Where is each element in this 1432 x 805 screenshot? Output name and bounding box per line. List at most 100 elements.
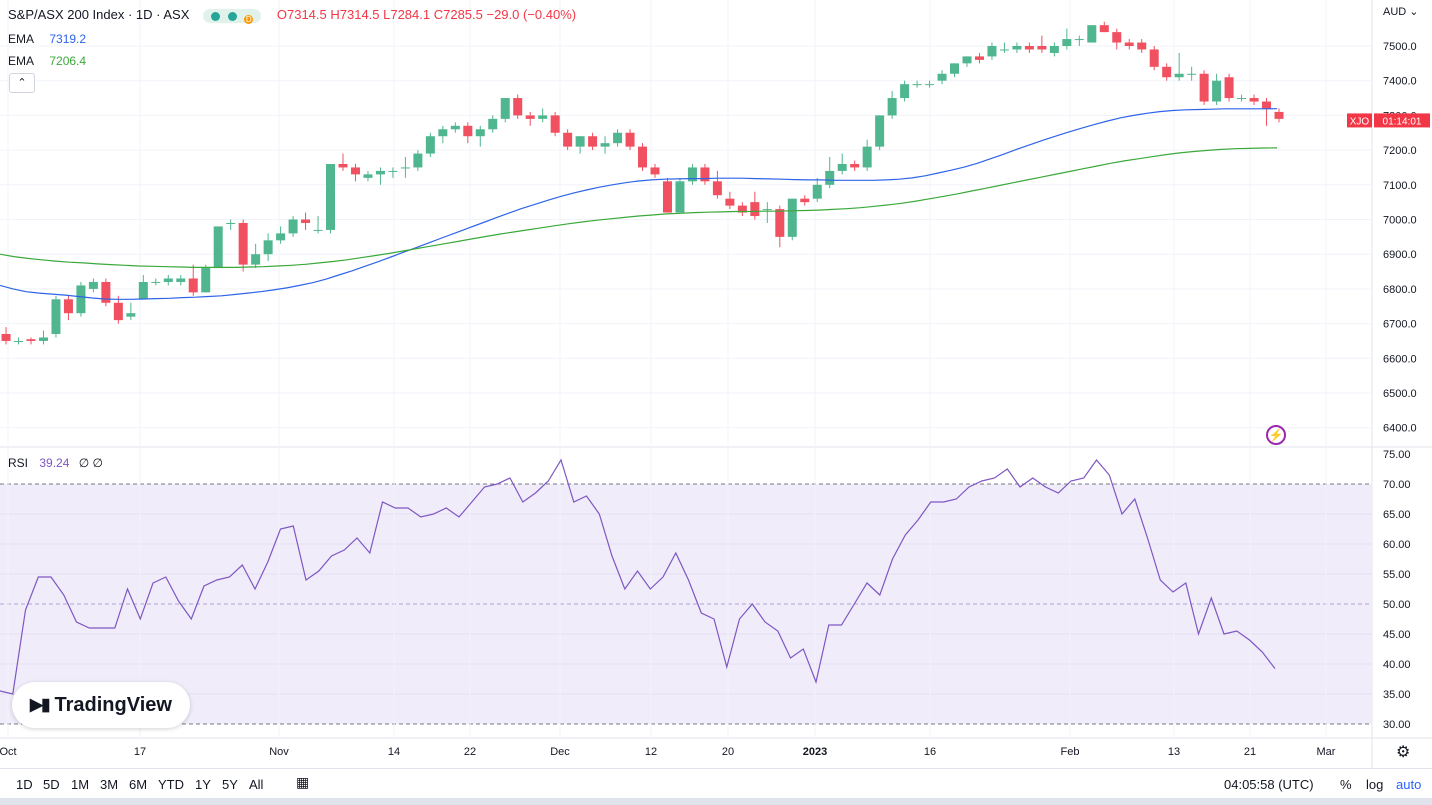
candle-body	[875, 115, 885, 147]
timeframe-all[interactable]: All	[249, 777, 264, 792]
candle-body	[113, 302, 123, 321]
collapse-legend-button[interactable]: ⌃	[9, 73, 35, 93]
timeframe-1m[interactable]: 1M	[71, 777, 90, 792]
candle-body	[613, 132, 623, 144]
tradingview-logo[interactable]: ▶▮ TradingView	[12, 682, 190, 728]
rsi-line	[0, 458, 1276, 695]
candle-body	[363, 174, 373, 178]
rsi-legend[interactable]: RSI 39.24 ∅ ∅	[8, 455, 103, 471]
candle-body	[737, 205, 747, 213]
candle-body	[14, 340, 24, 342]
price-tick-label: 6700.0	[1383, 319, 1417, 331]
bottom-toolbar: 1D 5D 1M 3M 6M YTD 1Y 5Y All ▦ 04:05:58 …	[0, 768, 1432, 799]
price-tick-label: 7100.0	[1383, 180, 1417, 192]
chart-canvas[interactable]: 6400.0 6500.0 6600.0 6700.0 6800.0 6900.0 7000…	[0, 0, 1432, 768]
time-tick-label: Oct	[0, 746, 17, 758]
rsi-tick-label: 45.00	[1383, 629, 1411, 641]
price-tick-label: 6900.0	[1383, 249, 1417, 261]
candle-body	[138, 281, 148, 300]
candle-body	[1037, 46, 1047, 50]
ema2-value: 7206.4	[49, 54, 87, 68]
candle-body	[450, 125, 460, 130]
candle-body	[638, 146, 648, 168]
candle-body	[687, 167, 697, 182]
timeframe-6m[interactable]: 6M	[129, 777, 148, 792]
timeframe-5y[interactable]: 5Y	[222, 777, 238, 792]
timeframe-1d[interactable]: 1D	[16, 777, 33, 792]
time-tick-label: 16	[924, 746, 936, 758]
candle-body	[263, 240, 273, 255]
rsi-tick-label: 60.00	[1383, 539, 1411, 551]
symbol-legend: S&P/ASX 200 Index · 1D · ASX D O7314.5 H…	[8, 7, 576, 24]
rsi-tick-label: 55.00	[1383, 569, 1411, 581]
time-tick-label: Dec	[550, 746, 570, 758]
candle-body	[650, 167, 660, 175]
candle-body	[1112, 32, 1122, 43]
ema1-legend[interactable]: EMA 7319.2	[8, 31, 86, 47]
candle-body	[800, 198, 810, 203]
price-tag-symbol: XJO	[1350, 116, 1370, 127]
candle-body	[987, 46, 997, 57]
candle-body	[750, 202, 760, 217]
timeframe-1y[interactable]: 1Y	[195, 777, 211, 792]
logo-text: TradingView	[54, 693, 172, 716]
candle-body	[575, 136, 585, 147]
time-tick-label: Nov	[269, 746, 289, 758]
date-range-icon[interactable]: ▦	[296, 774, 310, 790]
candle-body	[837, 163, 847, 171]
candle-body	[513, 98, 523, 116]
candle-body	[525, 115, 535, 119]
candle-body	[974, 56, 984, 60]
candle-body	[1024, 46, 1034, 50]
candle-body	[1149, 49, 1159, 67]
time-tick-label: 17	[134, 746, 146, 758]
candle-body	[762, 209, 772, 211]
candle-body	[925, 84, 935, 86]
candle-body	[862, 146, 872, 168]
timeframe-3m[interactable]: 3M	[100, 777, 119, 792]
symbol-title[interactable]: S&P/ASX 200 Index · 1D · ASX	[8, 7, 190, 22]
candle-body	[662, 181, 672, 213]
candle-body	[1049, 46, 1059, 53]
ema1-value: 7319.2	[49, 32, 87, 46]
candle-body	[675, 181, 685, 213]
auto-toggle[interactable]: auto	[1396, 777, 1422, 792]
time-tick-label: Mar	[1317, 746, 1336, 758]
candle-body	[1212, 80, 1222, 102]
log-toggle[interactable]: log	[1366, 777, 1384, 792]
currency-selector[interactable]: AUD ⌄	[1383, 6, 1419, 18]
candle-body	[26, 339, 36, 341]
candle-body	[775, 209, 785, 237]
utc-clock[interactable]: 04:05:58 (UTC)	[1224, 777, 1314, 792]
price-tick-label: 6400.0	[1383, 423, 1417, 435]
candle-body	[201, 268, 211, 293]
candle-body	[700, 167, 710, 182]
candle-body	[999, 49, 1009, 51]
candle-body	[350, 167, 360, 175]
candle-body	[563, 132, 573, 147]
candle-body	[126, 313, 136, 317]
ema2-legend[interactable]: EMA 7206.4	[8, 53, 86, 69]
candle-body	[1262, 101, 1272, 109]
settings-gear-icon[interactable]: ⚙	[1396, 744, 1411, 761]
timeframe-ytd[interactable]: YTD	[158, 777, 184, 792]
candle-body	[425, 136, 435, 154]
rsi-params: ∅ ∅	[78, 456, 103, 470]
timeframe-5d[interactable]: 5D	[43, 777, 60, 792]
time-tick-label: 20	[722, 746, 734, 758]
market-status-badge[interactable]: D	[203, 8, 262, 24]
candle-body	[937, 73, 947, 81]
price-tick-label: 7000.0	[1383, 215, 1417, 227]
candle-body	[400, 167, 410, 169]
percent-toggle[interactable]: %	[1340, 777, 1352, 792]
rsi-tick-label: 75.00	[1383, 449, 1411, 461]
ema1-label: EMA	[8, 32, 35, 46]
lightning-icon[interactable]: ⚡	[1266, 425, 1286, 445]
candle-body	[1087, 25, 1097, 43]
ema-fast-line	[0, 108, 1278, 300]
candle-body	[1274, 111, 1284, 119]
candle-body	[338, 163, 348, 168]
time-tick-label: 14	[388, 746, 400, 758]
candle-body	[912, 84, 922, 86]
rsi-tick-label: 50.00	[1383, 599, 1411, 611]
